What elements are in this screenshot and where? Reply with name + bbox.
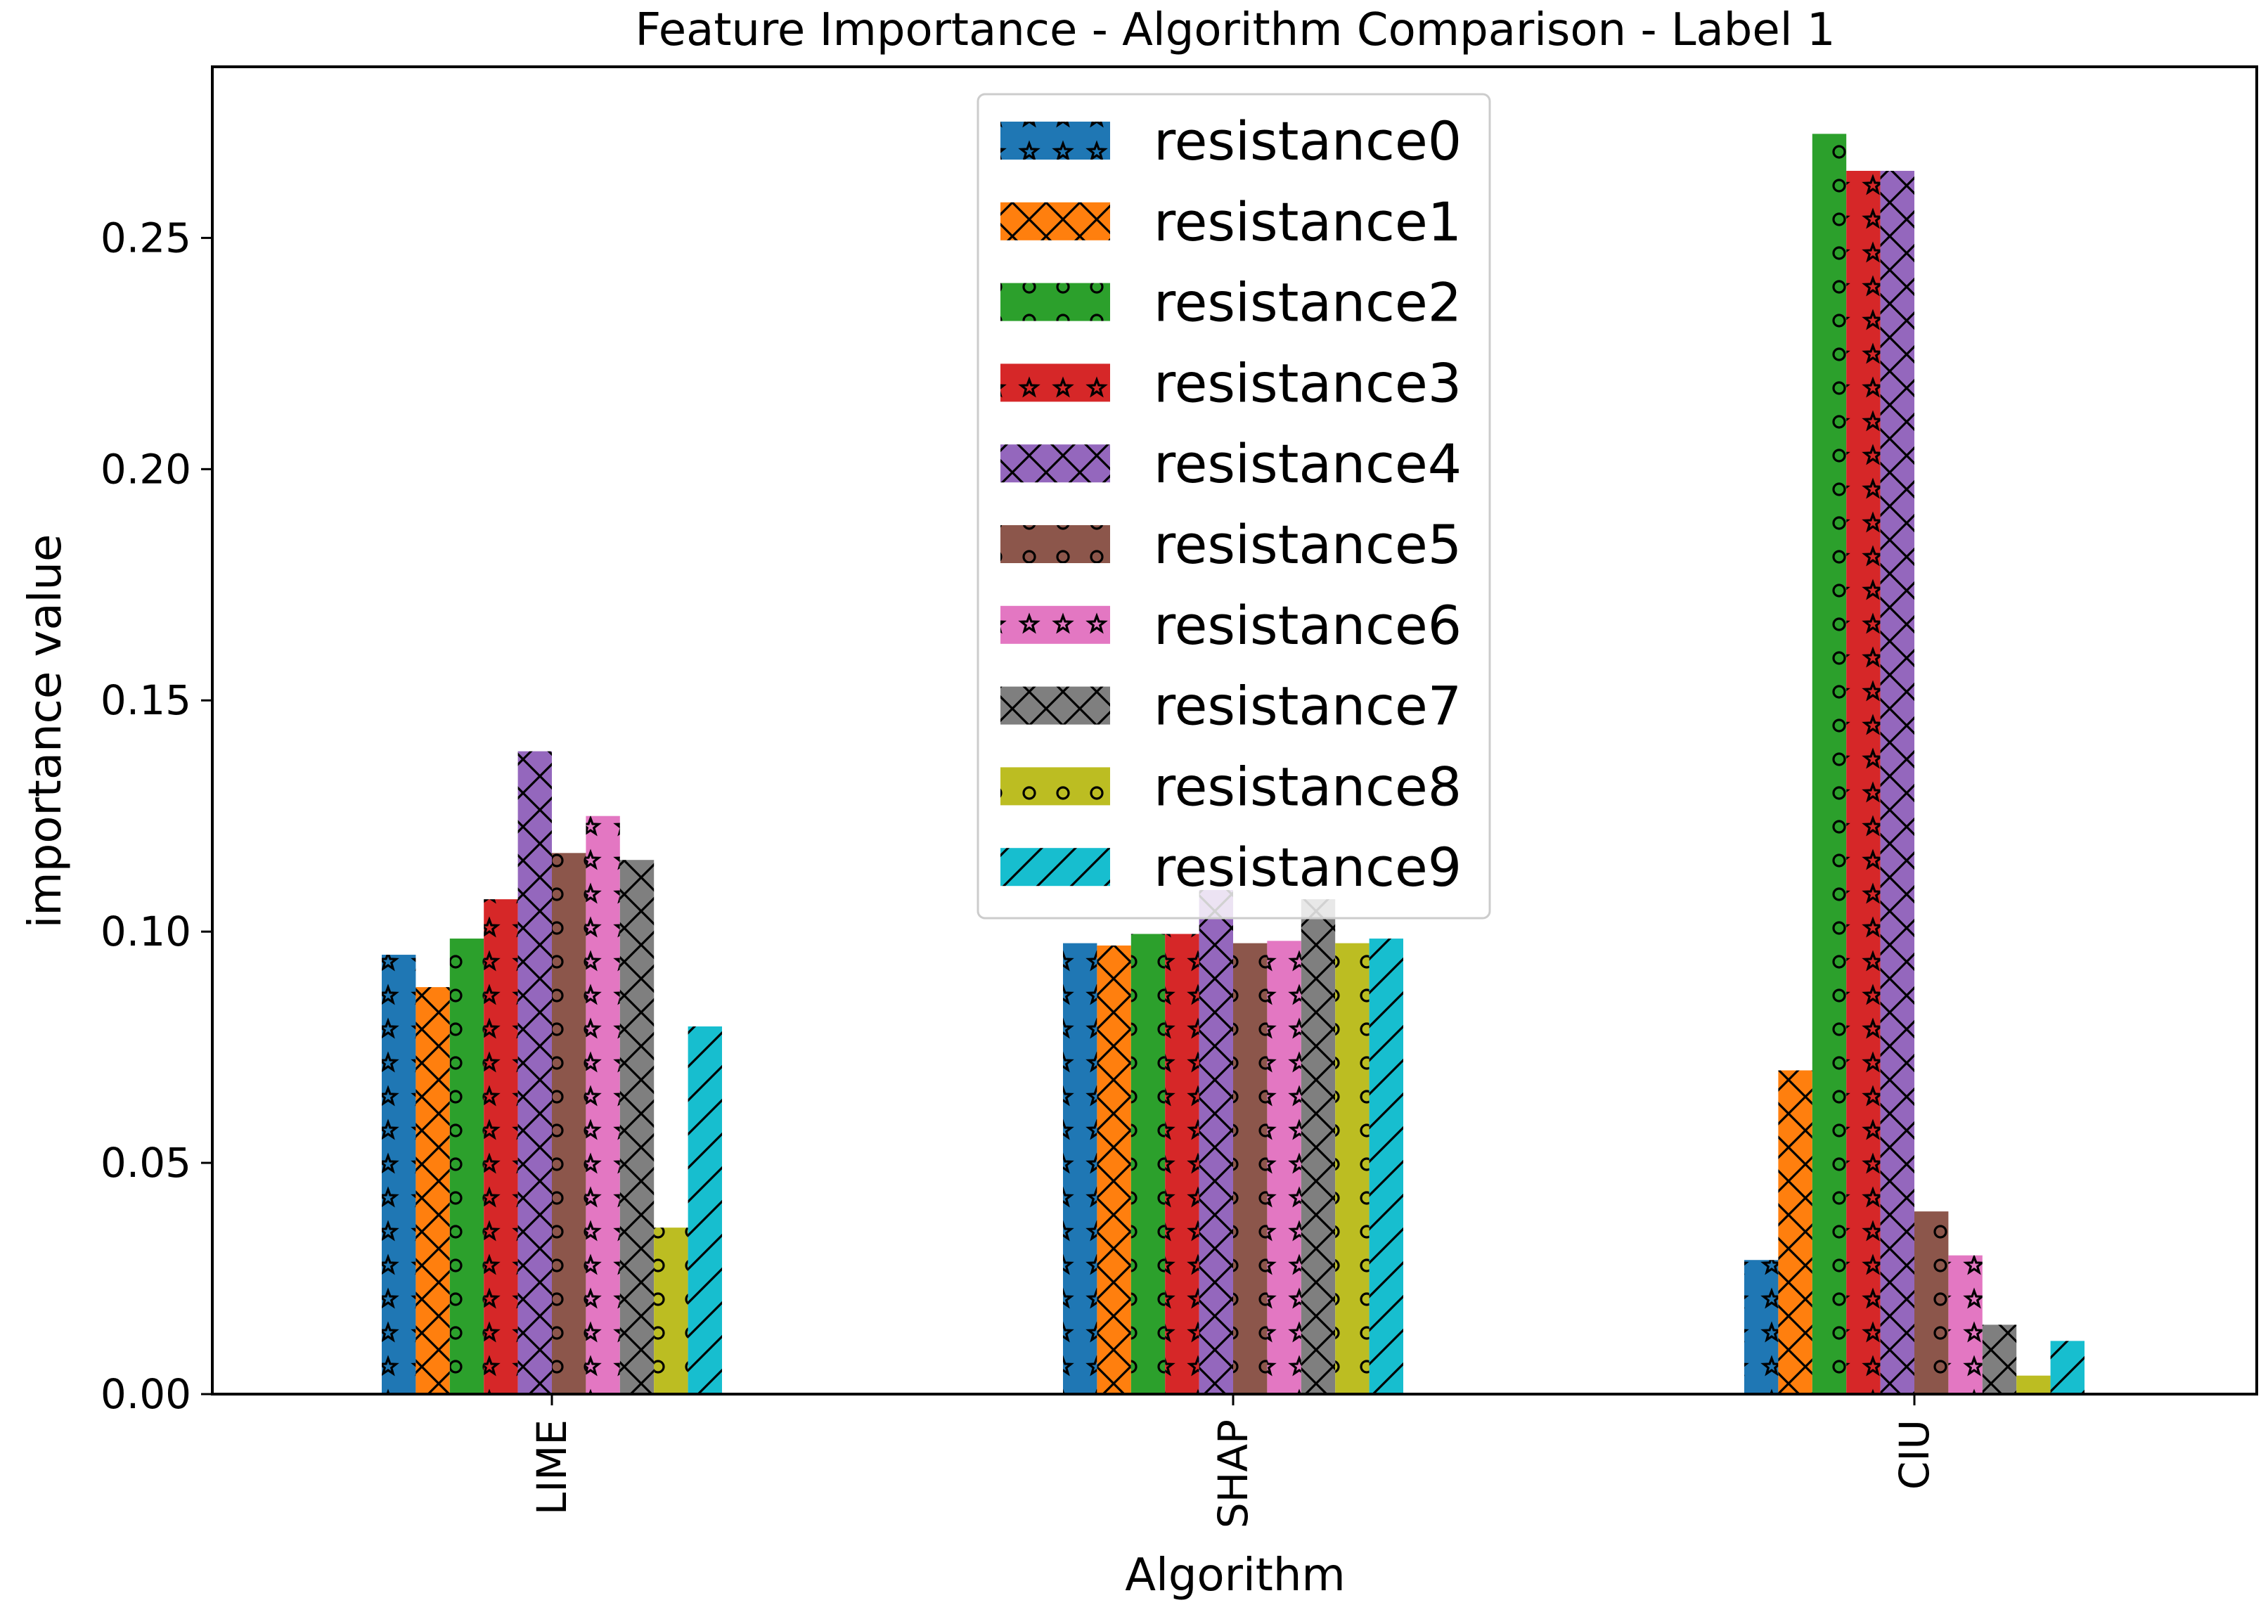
bar-shap-resistance2 [1130, 934, 1166, 1394]
bar-shap-resistance6 [1267, 941, 1301, 1394]
y-tick-label: 0.15 [101, 676, 191, 724]
bar-lime-resistance5 [552, 853, 586, 1394]
bar-lime-resistance6 [586, 816, 620, 1394]
bar-ciu-resistance9 [2050, 1341, 2085, 1394]
bar-lime-resistance1 [415, 987, 450, 1394]
legend-item-resistance4: resistance4 [1000, 432, 1462, 495]
legend-swatch [1000, 363, 1110, 402]
plot-frame [211, 65, 2258, 1396]
y-tick-label: 0.25 [101, 214, 191, 262]
legend-label: resistance3 [1154, 352, 1462, 414]
legend-swatch [1000, 122, 1110, 160]
x-axis: LIME SHAP CIU [528, 1394, 1938, 1528]
bar-lime-resistance0 [382, 955, 416, 1394]
chart-title: Feature Importance - Algorithm Compariso… [635, 4, 1835, 56]
legend: resistance0 resistance1 resistance2 resista… [977, 93, 1491, 920]
y-tick-label: 0.10 [101, 908, 191, 955]
legend-item-resistance9: resistance9 [1000, 836, 1462, 898]
legend-label: resistance9 [1154, 836, 1462, 898]
bar-group-lime [382, 751, 722, 1394]
y-axis-label: importance value [20, 534, 72, 929]
legend-label: resistance0 [1154, 110, 1462, 172]
legend-label: resistance5 [1154, 513, 1462, 576]
x-axis-label: Algorithm [1125, 1549, 1345, 1602]
legend-swatch [1000, 525, 1110, 563]
legend-item-resistance5: resistance5 [1000, 513, 1462, 576]
x-tick-label: CIU [1890, 1419, 1938, 1490]
legend-swatch [1000, 444, 1110, 483]
bar-lime-resistance4 [517, 751, 552, 1394]
bar-ciu-resistance8 [2016, 1375, 2051, 1394]
bar-ciu-resistance6 [1948, 1255, 1983, 1394]
bar-shap-resistance0 [1063, 943, 1097, 1394]
legend-item-resistance8: resistance8 [1000, 755, 1462, 818]
bar-ciu-resistance3 [1846, 171, 1881, 1394]
bar-ciu-resistance5 [1914, 1211, 1949, 1394]
legend-swatch [1000, 202, 1110, 240]
bar-shap-resistance9 [1369, 939, 1403, 1394]
bar-shap-resistance3 [1165, 934, 1199, 1394]
legend-swatch [1000, 767, 1110, 806]
legend-label: resistance2 [1154, 271, 1462, 334]
legend-label: resistance4 [1154, 432, 1462, 495]
bars-layer [382, 134, 2085, 1394]
y-tick-label: 0.05 [101, 1139, 191, 1187]
bar-lime-resistance2 [449, 939, 484, 1394]
bar-ciu-resistance0 [1744, 1260, 1779, 1394]
bar-ciu-resistance2 [1812, 134, 1847, 1394]
legend-item-resistance6: resistance6 [1000, 594, 1462, 657]
legend-item-resistance0: resistance0 [1000, 110, 1462, 172]
legend-swatch [1000, 686, 1110, 725]
legend-label: resistance6 [1154, 594, 1462, 657]
y-tick-label: 0.00 [101, 1370, 191, 1418]
legend-label: resistance1 [1154, 191, 1462, 253]
legend-item-resistance7: resistance7 [1000, 675, 1462, 737]
y-tick-label: 0.20 [101, 445, 191, 493]
bar-group-ciu [1744, 134, 2085, 1394]
bar-lime-resistance9 [688, 1026, 722, 1394]
x-tick-label: SHAP [1209, 1419, 1257, 1528]
legend-swatch [1000, 848, 1110, 887]
bar-lime-resistance8 [654, 1227, 688, 1394]
bar-ciu-resistance4 [1880, 171, 1914, 1394]
y-axis: 0.00 0.05 0.10 0.15 0.20 0.25 [101, 214, 212, 1418]
bar-lime-resistance7 [619, 860, 655, 1394]
legend-swatch [1000, 605, 1110, 644]
legend-swatch [1000, 283, 1110, 321]
bar-shap-resistance4 [1199, 889, 1233, 1394]
x-tick-label: LIME [528, 1419, 576, 1515]
bar-shap-resistance1 [1097, 945, 1131, 1394]
bar-shap-resistance7 [1301, 899, 1336, 1394]
legend-label: resistance7 [1154, 675, 1462, 737]
bar-lime-resistance3 [484, 899, 518, 1394]
bar-group-shap [1063, 889, 1403, 1394]
bar-ciu-resistance1 [1778, 1070, 1812, 1394]
bar-ciu-resistance7 [1982, 1325, 2017, 1394]
bar-shap-resistance5 [1233, 943, 1268, 1394]
legend-label: resistance8 [1154, 755, 1462, 818]
legend-item-resistance3: resistance3 [1000, 352, 1462, 414]
legend-item-resistance2: resistance2 [1000, 271, 1462, 334]
bar-shap-resistance8 [1335, 943, 1370, 1394]
legend-item-resistance1: resistance1 [1000, 191, 1462, 253]
